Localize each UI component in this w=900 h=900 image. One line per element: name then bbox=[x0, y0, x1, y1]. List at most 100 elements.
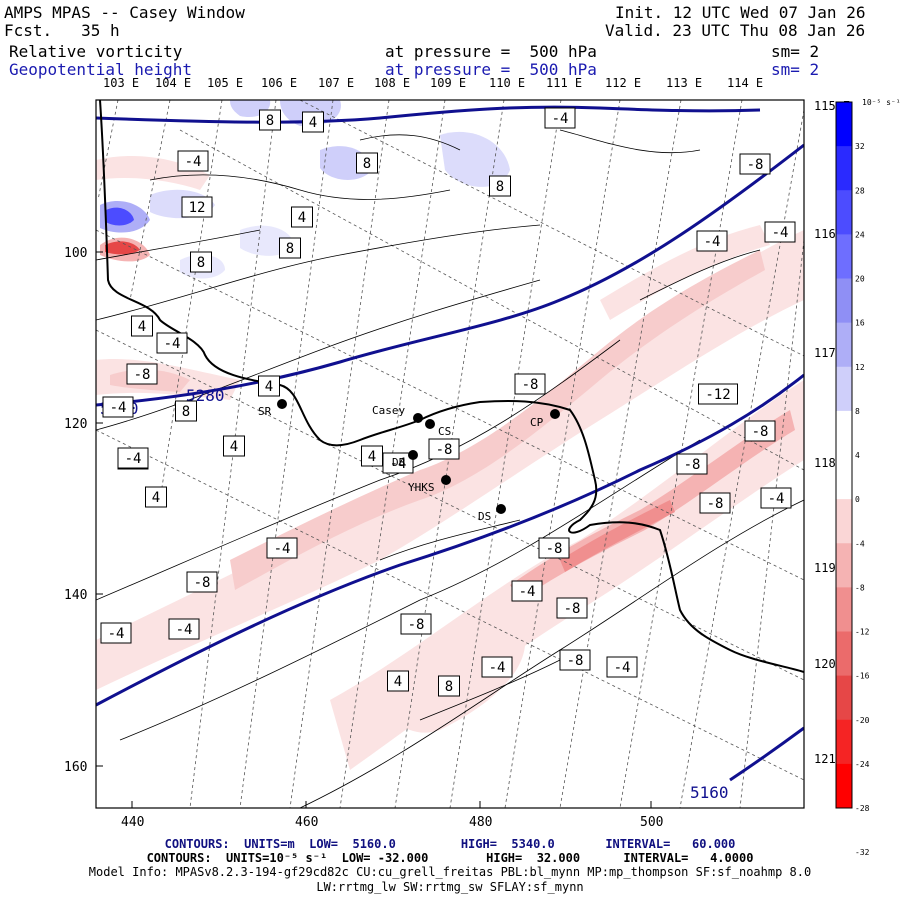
vorticity-contours bbox=[96, 129, 804, 808]
height-contour-5340 bbox=[96, 105, 761, 124]
lon-label: 109 E bbox=[430, 76, 467, 90]
vorticity-label: 4 bbox=[145, 486, 167, 508]
vorticity-label-text: -4 bbox=[274, 541, 291, 557]
x-tick-label: 460 bbox=[295, 815, 318, 830]
station-marker-db bbox=[408, 450, 418, 460]
vorticity-label-text: -4 bbox=[185, 154, 202, 170]
vorticity-label-text: -8 bbox=[752, 424, 769, 440]
colorbar-tick-label: -12 bbox=[855, 628, 870, 637]
vorticity-label: -8 bbox=[676, 453, 708, 475]
station-label-sr: SR bbox=[258, 405, 272, 418]
lon-label: 113 E bbox=[666, 76, 703, 90]
vorticity-label: 8 bbox=[175, 400, 197, 422]
vorticity-label-text: -4 bbox=[552, 111, 569, 127]
vorticity-label: -4 bbox=[156, 332, 188, 354]
colorbar-segment bbox=[836, 675, 852, 721]
vorticity-label: -4 bbox=[117, 447, 149, 469]
vorticity-label: -8 bbox=[126, 363, 158, 385]
station-label-yhks: YHKS bbox=[408, 481, 435, 494]
vorticity-label-text: 4 bbox=[394, 674, 402, 690]
field2-level: at pressure = 500 hPa bbox=[385, 60, 597, 79]
vorticity-label-text: -4 bbox=[164, 336, 181, 352]
vorticity-label: 8 bbox=[259, 109, 281, 131]
vorticity-label: 4 bbox=[223, 435, 245, 457]
vorticity-label: -4 bbox=[760, 487, 792, 509]
height-contour-5160 bbox=[729, 726, 804, 782]
plot-title: AMPS MPAS -- Casey Window bbox=[4, 3, 245, 22]
vorticity-label-text: -4 bbox=[768, 491, 785, 507]
pos-blob bbox=[106, 207, 134, 226]
vorticity-label: -8 bbox=[428, 438, 460, 460]
y-tick-label: 120 bbox=[64, 417, 87, 432]
vorticity-label: -8 bbox=[739, 153, 771, 175]
field1-name: Relative vorticity bbox=[9, 42, 183, 61]
vorticity-label: -4 bbox=[177, 150, 209, 172]
vorticity-label: -8 bbox=[744, 420, 776, 442]
colorbar-tick-label: -4 bbox=[855, 539, 865, 548]
height-contour-info: CONTOURS: UNITS=m LOW= 5160.0 HIGH= 5340… bbox=[164, 837, 736, 851]
colorbar-segment bbox=[836, 763, 852, 809]
vorticity-label: 4 bbox=[291, 206, 313, 228]
vorticity-label-text: -8 bbox=[408, 617, 425, 633]
vorticity-label-text: -8 bbox=[194, 575, 211, 591]
vorticity-label: -4 bbox=[100, 622, 132, 644]
height-contour-5280 bbox=[96, 143, 804, 407]
vorticity-label: 8 bbox=[438, 675, 460, 697]
colorbar-tick-label: 20 bbox=[855, 275, 865, 284]
station-label-ds: DS bbox=[478, 510, 491, 523]
lon-label: 105 E bbox=[207, 76, 244, 90]
vorticity-label-text: -8 bbox=[747, 157, 764, 173]
vorticity-label: 8 bbox=[489, 175, 511, 197]
vorticity-label: 4 bbox=[131, 315, 153, 337]
vorticity-label: -12 bbox=[698, 383, 738, 405]
colorbar-tick-label: -8 bbox=[855, 583, 865, 592]
colorbar-segment bbox=[836, 190, 852, 235]
lon-label: 104 E bbox=[155, 76, 192, 90]
colorbar-segment bbox=[836, 631, 852, 677]
axis-ticks bbox=[96, 251, 652, 808]
lon-label: 114 E bbox=[727, 76, 764, 90]
vorticity-label-text: 8 bbox=[182, 404, 190, 420]
x-tick-label: 500 bbox=[640, 815, 663, 830]
vorticity-label-text: 4 bbox=[152, 490, 160, 506]
model-info: Model Info: MPASv8.2.3-194-gf29cd82c CU:… bbox=[88, 865, 812, 879]
vorticity-label-text: -8 bbox=[134, 367, 151, 383]
station-marker-sr bbox=[277, 399, 287, 409]
station-label-db: DB bbox=[392, 456, 406, 469]
colorbar-tick-label: 16 bbox=[855, 319, 865, 328]
colorbar-segment bbox=[836, 455, 852, 500]
station-marker-casey bbox=[413, 413, 423, 423]
lon-label: 106 E bbox=[261, 76, 298, 90]
vorticity-label: 8 bbox=[356, 152, 378, 174]
vorticity-contour-info: CONTOURS: UNITS=10⁻⁵ s⁻¹ LOW= -32.000 HI… bbox=[146, 851, 754, 865]
lon-label: 103 E bbox=[103, 76, 140, 90]
vorticity-label: 12 bbox=[181, 196, 213, 218]
vorticity-label: -4 bbox=[168, 618, 200, 640]
vorticity-label-text: -4 bbox=[614, 660, 631, 676]
vorticity-label-text: -4 bbox=[519, 584, 536, 600]
colorbar-segment bbox=[836, 234, 852, 279]
vorticity-label-text: 8 bbox=[363, 156, 371, 172]
colorbar-segment bbox=[836, 410, 852, 456]
coastline bbox=[99, 100, 804, 673]
colorbar-tick-label: 24 bbox=[855, 230, 865, 239]
vorticity-label: -8 bbox=[400, 613, 432, 635]
field1-smoothing: sm= 2 bbox=[771, 42, 820, 61]
vorticity-label: 4 bbox=[258, 375, 280, 397]
vorticity-label-text: -8 bbox=[564, 601, 581, 617]
vorticity-label-text: -12 bbox=[705, 387, 730, 403]
height-contours bbox=[96, 105, 804, 782]
station-marker-yhks bbox=[441, 475, 451, 485]
vorticity-label-text: 8 bbox=[197, 255, 205, 271]
vorticity-label-text: -4 bbox=[489, 660, 506, 676]
y-tick-label: 160 bbox=[64, 760, 87, 775]
x-tick-label: 440 bbox=[121, 815, 144, 830]
colorbar-units: 10⁻⁵ s⁻¹ bbox=[862, 98, 900, 107]
vorticity-label-text: -4 bbox=[125, 451, 142, 467]
colorbar-tick-label: 0 bbox=[855, 495, 860, 504]
vorticity-label-text: 4 bbox=[368, 449, 376, 465]
colorbar-segment bbox=[836, 587, 852, 632]
colorbar-frame bbox=[835, 101, 853, 809]
colorbar-segment bbox=[836, 322, 852, 368]
